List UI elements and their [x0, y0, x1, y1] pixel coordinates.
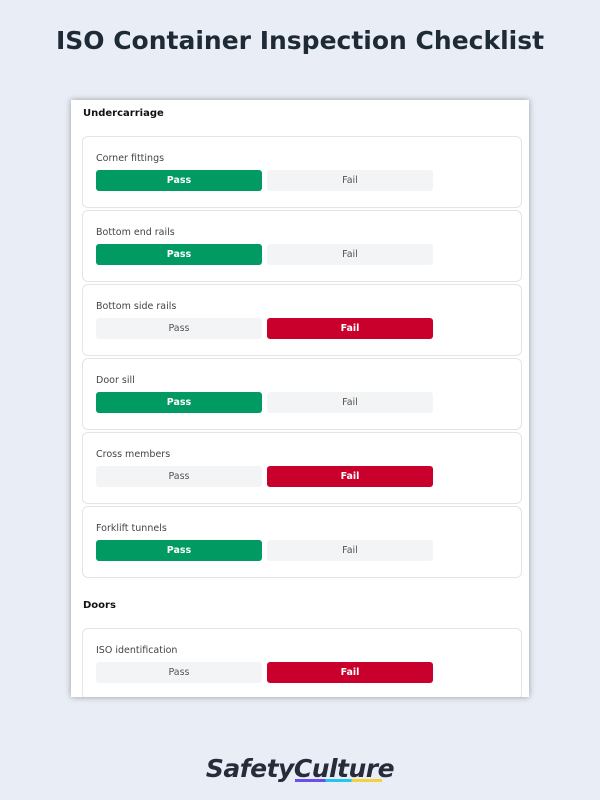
- checklist-item: Bottom side rails Pass Fail: [82, 284, 522, 356]
- item-label: Bottom side rails: [96, 301, 177, 312]
- fail-button[interactable]: Fail: [267, 662, 433, 683]
- fail-button[interactable]: Fail: [267, 540, 433, 561]
- item-label: Forklift tunnels: [96, 523, 167, 534]
- item-label: Bottom end rails: [96, 227, 175, 238]
- checklist-item: Door sill Pass Fail: [82, 358, 522, 430]
- fail-button[interactable]: Fail: [267, 466, 433, 487]
- fail-button[interactable]: Fail: [267, 318, 433, 339]
- fail-button[interactable]: Fail: [267, 170, 433, 191]
- logo-underline: [295, 779, 382, 782]
- pass-button[interactable]: Pass: [96, 392, 262, 413]
- item-label: Door sill: [96, 375, 135, 386]
- item-label: ISO identification: [96, 645, 178, 656]
- pass-button[interactable]: Pass: [96, 170, 262, 191]
- checklist-item: ISO identification Pass Fail: [82, 628, 522, 697]
- fail-button[interactable]: Fail: [267, 392, 433, 413]
- item-label: Cross members: [96, 449, 171, 460]
- fail-button[interactable]: Fail: [267, 244, 433, 265]
- section-header: Doors: [83, 600, 116, 611]
- item-label: Corner fittings: [96, 153, 165, 164]
- checklist-panel: Undercarriage Corner fittings Pass Fail Bo…: [71, 100, 529, 697]
- pass-button[interactable]: Pass: [96, 540, 262, 561]
- pass-button[interactable]: Pass: [96, 244, 262, 265]
- section-header: Undercarriage: [83, 108, 164, 119]
- page-title: ISO Container Inspection Checklist: [55, 26, 545, 55]
- checklist-item: Cross members Pass Fail: [82, 432, 522, 504]
- checklist-item: Forklift tunnels Pass Fail: [82, 506, 522, 578]
- pass-button[interactable]: Pass: [96, 662, 262, 683]
- checklist-item: Corner fittings Pass Fail: [82, 136, 522, 208]
- pass-button[interactable]: Pass: [96, 318, 262, 339]
- safetyculture-logo: SafetyCulture: [205, 754, 395, 783]
- checklist-item: Bottom end rails Pass Fail: [82, 210, 522, 282]
- pass-button[interactable]: Pass: [96, 466, 262, 487]
